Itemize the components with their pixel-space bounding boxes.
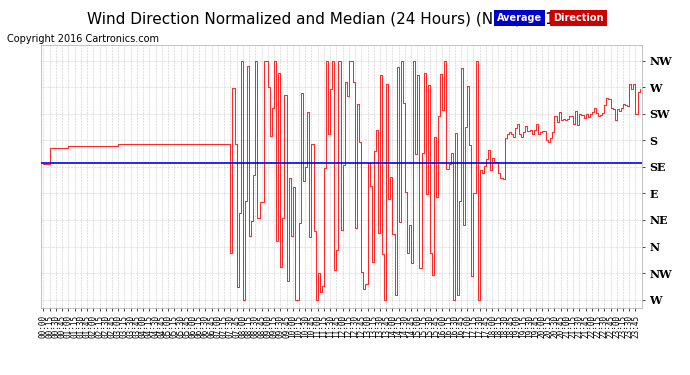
Text: Average: Average (497, 13, 542, 23)
Text: Direction: Direction (553, 13, 604, 23)
Text: Copyright 2016 Cartronics.com: Copyright 2016 Cartronics.com (7, 34, 159, 44)
Text: Wind Direction Normalized and Median (24 Hours) (New) 20160829: Wind Direction Normalized and Median (24… (87, 11, 603, 26)
